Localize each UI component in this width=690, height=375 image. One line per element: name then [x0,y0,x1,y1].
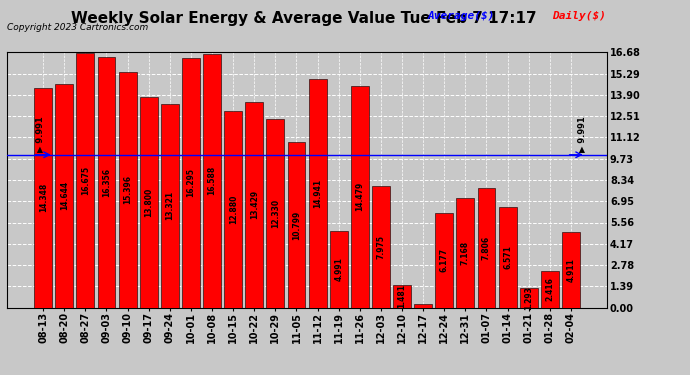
Text: 13.800: 13.800 [144,188,153,217]
Text: 2.416: 2.416 [545,277,554,301]
Bar [55,84,73,308]
Text: 14.479: 14.479 [355,182,364,212]
Bar [161,104,179,308]
Text: 15.396: 15.396 [123,176,132,204]
Text: 12.880: 12.880 [228,194,237,224]
Bar [562,232,580,308]
Text: ▶ 9.991: ▶ 9.991 [34,116,43,152]
Text: 7.975: 7.975 [377,234,386,258]
Bar [246,102,264,308]
Bar [34,88,52,308]
Bar [477,188,495,308]
Bar [541,271,559,308]
Text: 14.941: 14.941 [313,179,322,208]
Text: Daily($): Daily($) [552,11,606,21]
Bar [456,198,474,308]
Text: 6.177: 6.177 [440,248,449,272]
Text: 1.481: 1.481 [397,284,406,308]
Bar [520,288,538,308]
Bar [224,111,242,308]
Text: 1.293: 1.293 [524,286,533,309]
Bar [351,86,368,308]
Text: 16.356: 16.356 [102,168,111,197]
Text: 16.675: 16.675 [81,165,90,195]
Bar [308,79,326,308]
Text: 14.644: 14.644 [60,181,69,210]
Bar [435,213,453,308]
Bar [288,142,306,308]
Text: 4.991: 4.991 [334,257,343,281]
Text: 4.911: 4.911 [566,258,575,282]
Text: 7.806: 7.806 [482,236,491,260]
Bar [182,58,200,308]
Bar [372,186,390,308]
Bar [499,207,517,308]
Bar [330,231,348,308]
Bar [77,53,95,308]
Bar [203,54,221,307]
Text: ▶ 9.991: ▶ 9.991 [578,116,586,152]
Bar [97,57,115,308]
Bar [140,96,158,308]
Text: 7.168: 7.168 [461,241,470,265]
Bar [266,119,284,308]
Text: 14.348: 14.348 [39,183,48,213]
Text: Weekly Solar Energy & Average Value Tue Feb 7 17:17: Weekly Solar Energy & Average Value Tue … [71,11,536,26]
Text: 6.571: 6.571 [503,245,512,269]
Text: Copyright 2023 Cartronics.com: Copyright 2023 Cartronics.com [7,23,148,32]
Text: 10.799: 10.799 [292,210,301,240]
Text: 13.429: 13.429 [250,190,259,219]
Text: 13.321: 13.321 [166,191,175,220]
Bar [393,285,411,308]
Bar [414,304,432,307]
Text: 12.330: 12.330 [271,199,280,228]
Text: 16.588: 16.588 [208,166,217,195]
Text: Average($): Average($) [428,11,495,21]
Text: 16.295: 16.295 [186,168,195,198]
Bar [119,72,137,308]
